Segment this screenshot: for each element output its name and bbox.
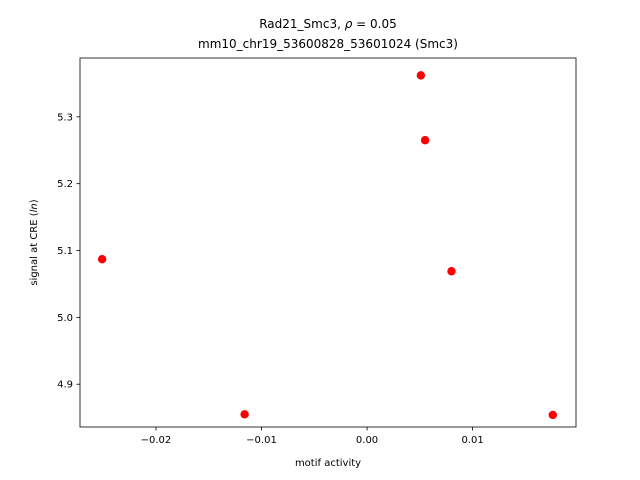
y-tick-label: 5.0 xyxy=(57,313,73,324)
y-axis-label: signal at CRE (ln) xyxy=(29,199,40,285)
x-tick-label: 0.00 xyxy=(356,435,378,446)
y-tick-label: 5.3 xyxy=(57,112,73,123)
data-point xyxy=(447,267,456,276)
data-point xyxy=(240,410,249,419)
data-point xyxy=(420,136,430,145)
y-axis-ticks: 4.9 5.0 5.1 5.2 5.3 xyxy=(57,112,80,391)
data-point xyxy=(97,255,107,264)
chart-title-line2: mm10_chr19_53600828_53601024 (Smc3) xyxy=(198,37,458,51)
y-tick-label: 5.1 xyxy=(57,246,73,257)
y-axis-label-suffix: ) xyxy=(29,199,40,203)
x-axis-label: motif activity xyxy=(295,458,361,469)
x-tick-label: 0.01 xyxy=(461,435,483,446)
title-rho-symbol: ρ xyxy=(345,17,353,31)
title-rho-value: = 0.05 xyxy=(352,17,396,31)
plot-area xyxy=(80,58,576,427)
data-point xyxy=(416,71,426,80)
x-axis-ticks: −0.02 −0.01 0.00 0.01 xyxy=(141,427,484,446)
x-tick-label: −0.02 xyxy=(141,435,172,446)
y-tick-label: 5.2 xyxy=(57,179,73,190)
plot-background xyxy=(80,58,576,427)
data-points xyxy=(97,71,557,420)
y-axis-label-italic: ln xyxy=(29,203,40,212)
x-tick-label: −0.01 xyxy=(246,435,277,446)
y-tick-label: 4.9 xyxy=(57,380,73,391)
y-axis-label-prefix: signal at CRE ( xyxy=(29,212,40,285)
plot-frame xyxy=(79,57,577,428)
chart-title-line1: Rad21_Smc3, ρ = 0.05 xyxy=(259,17,397,31)
title-prefix: Rad21_Smc3, xyxy=(259,17,344,31)
data-point xyxy=(548,410,557,420)
